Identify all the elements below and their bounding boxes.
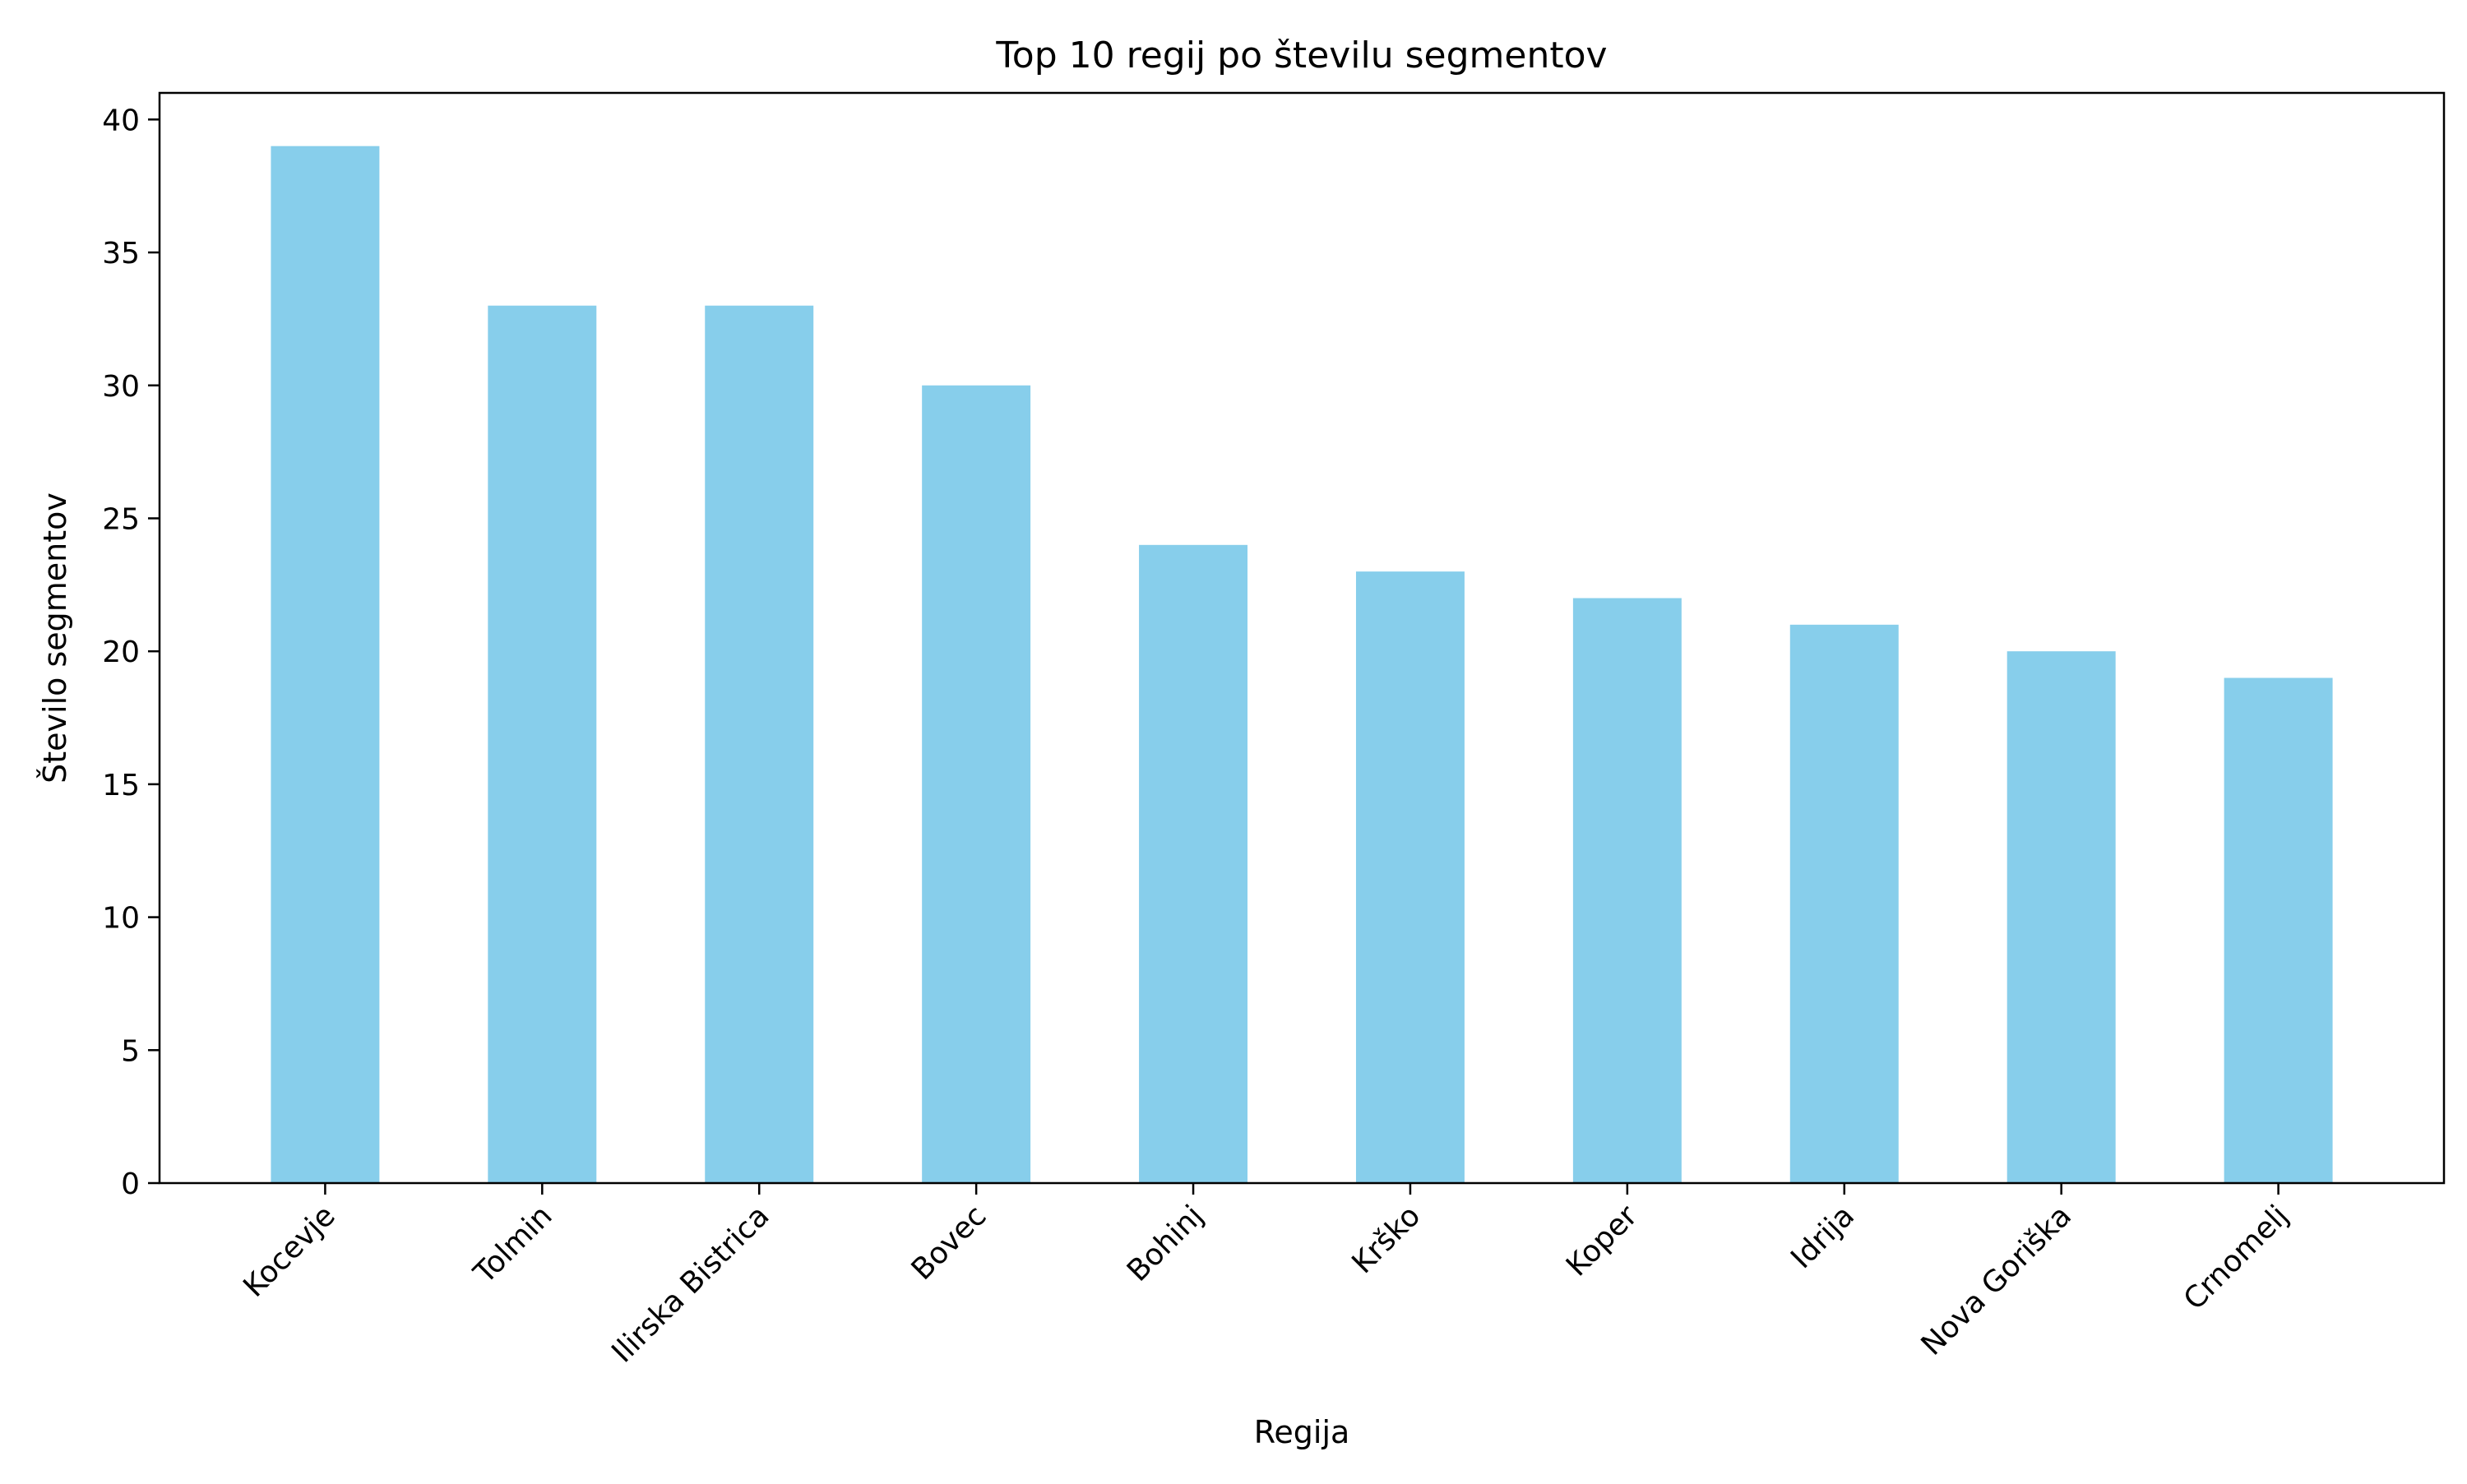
y-tick-label: 35	[102, 237, 140, 270]
y-axis: 0 5 10 15 20 25 30 35 40	[102, 104, 160, 1201]
bar-crnomelj	[2224, 677, 2333, 1183]
y-tick-label: 15	[102, 769, 140, 802]
y-axis-label: Število segmentov	[37, 492, 73, 784]
y-tick-label: 25	[102, 502, 140, 536]
y-tick-label: 5	[121, 1034, 140, 1068]
bar-ilirska-bistrica	[705, 305, 814, 1184]
x-axis-label: Regija	[1254, 1414, 1350, 1450]
bar-koper	[1572, 598, 1682, 1183]
bar-krško	[1355, 571, 1465, 1183]
y-tick-label: 10	[102, 902, 140, 936]
y-tick-label: 40	[102, 104, 140, 137]
bar-nova-goriška	[2006, 651, 2116, 1183]
bar-bohinj	[1139, 544, 1248, 1183]
y-tick-label: 20	[102, 636, 140, 669]
plot-frame	[158, 91, 2446, 1185]
chart-title: Top 10 regij po številu segmentov	[995, 35, 1607, 76]
bar-idrija	[1789, 624, 1899, 1183]
bars-group	[271, 146, 2333, 1184]
bar-kocevje	[271, 146, 380, 1184]
bar-bovec	[922, 385, 1031, 1183]
y-tick-label: 0	[121, 1167, 140, 1201]
bar-tolmin	[488, 305, 597, 1184]
y-tick-label: 30	[102, 370, 140, 404]
